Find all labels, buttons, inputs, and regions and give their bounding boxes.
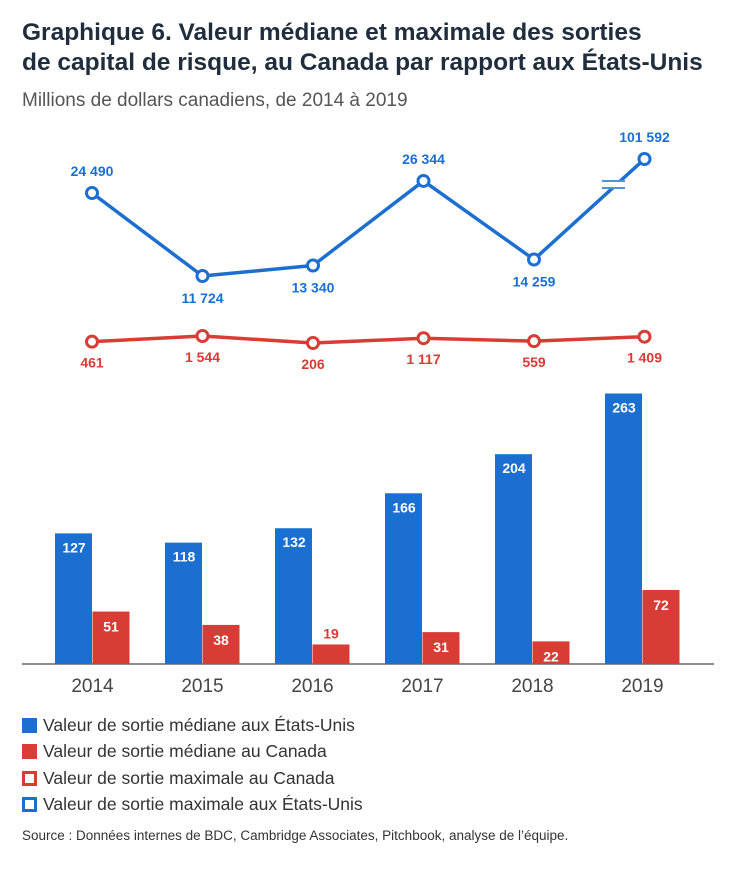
point-canada-maximum: [306, 336, 320, 350]
point-us-maximum: [85, 186, 99, 200]
legend-item-canada-max: Valeur de sortie maximale au Canada: [22, 765, 363, 792]
data-label-us-median: 127: [62, 539, 86, 555]
bar-canada-median: [532, 641, 570, 664]
bar-us-median: [55, 533, 92, 664]
data-label-canada-median: 72: [653, 597, 669, 613]
x-tick-label: 2017: [401, 676, 443, 697]
data-label-canada-maximum: 206: [301, 356, 325, 372]
data-label-canada-median: 22: [543, 648, 559, 664]
data-label-us-maximum: 26 344: [402, 151, 445, 167]
bar-canada-median: [92, 611, 130, 664]
legend-swatch-outline-icon: [22, 797, 37, 813]
data-label-us-median: 132: [282, 534, 306, 550]
data-label-canada-maximum: 461: [80, 355, 104, 371]
title-line-1: Graphique 6. Valeur médiane et maximale …: [22, 19, 642, 46]
data-label-us-maximum: 11 724: [181, 290, 223, 306]
legend-label: Valeur de sortie maximale au Canada: [43, 767, 335, 788]
legend-label: Valeur de sortie médiane au Canada: [43, 741, 327, 762]
source-note: Source : Données internes de BDC, Cambri…: [22, 828, 569, 843]
point-canada-maximum: [416, 331, 431, 346]
data-label-us-maximum: 101 592: [619, 129, 670, 145]
bar-canada-median: [202, 624, 240, 664]
x-tick-label: 2016: [291, 676, 333, 697]
point-us-maximum: [306, 258, 320, 273]
data-label-canada-maximum: 1 117: [406, 351, 440, 367]
line-canada-maximum: [91, 334, 645, 345]
data-label-canada-median: 51: [103, 619, 119, 635]
point-us-maximum: [637, 152, 652, 166]
data-label-canada-maximum: 1 544: [185, 349, 220, 365]
legend-item-canada-median: Valeur de sortie médiane au Canada: [22, 739, 363, 766]
legend-item-us-median: Valeur de sortie médiane aux États-Unis: [22, 712, 363, 739]
chart-subtitle: Millions de dollars canadiens, de 2014 à…: [22, 90, 408, 111]
bar-us-median: [495, 454, 532, 664]
data-label-us-median: 118: [173, 549, 196, 565]
legend-item-us-max: Valeur de sortie maximale aux États-Unis: [22, 792, 363, 819]
data-label-canada-median: 19: [323, 625, 339, 641]
data-label-canada-maximum: 559: [522, 354, 546, 370]
data-label-us-maximum: 24 490: [71, 163, 114, 179]
point-canada-maximum: [85, 334, 99, 349]
legend: Valeur de sortie médiane aux États-Unis …: [22, 712, 363, 818]
data-label-us-maximum: 13 340: [292, 279, 335, 295]
bar-us-median: [275, 528, 312, 664]
bar-us-median: [605, 393, 642, 664]
bar-us-median: [385, 493, 422, 664]
data-label-canada-median: 38: [213, 632, 229, 648]
bar-canada-median: [642, 589, 680, 664]
x-tick-label: 2015: [181, 676, 223, 697]
bar-canada-median: [312, 644, 350, 664]
point-canada-maximum: [195, 329, 210, 343]
legend-swatch-filled-icon: [22, 717, 37, 733]
data-label-us-median: 204: [502, 460, 526, 476]
legend-label: Valeur de sortie maximale aux États-Unis: [43, 794, 363, 815]
data-label-us-median: 263: [612, 400, 636, 416]
point-canada-maximum: [637, 329, 652, 344]
data-label-canada-median: 31: [433, 639, 449, 655]
x-tick-label: 2018: [511, 676, 553, 697]
legend-label: Valeur de sortie médiane aux États-Unis: [43, 714, 355, 735]
data-label-us-median: 166: [392, 499, 416, 515]
chart-title: Graphique 6. Valeur médiane et maximale …: [22, 18, 722, 78]
point-us-maximum: [527, 252, 541, 267]
bar-us-median: [165, 542, 202, 664]
data-label-us-maximum: 14 259: [513, 274, 556, 290]
point-us-maximum: [416, 173, 431, 188]
legend-swatch-outline-icon: [22, 770, 37, 786]
chart-canvas: 127 51 2014 118 38 2015 132 19 2016 166 31 2017 204 2…: [22, 129, 714, 697]
x-tick-label: 2014: [71, 676, 114, 697]
x-tick-label: 2019: [621, 676, 663, 697]
point-canada-maximum: [527, 334, 541, 349]
title-line-2: de capital de risque, au Canada par rapp…: [22, 49, 703, 76]
bar-canada-median: [422, 632, 460, 664]
legend-swatch-filled-icon: [22, 744, 37, 760]
axis-break-gap: [602, 180, 626, 189]
point-us-maximum: [195, 269, 210, 283]
line-us-maximum: [90, 157, 646, 278]
data-label-canada-maximum: 1 409: [627, 350, 662, 366]
